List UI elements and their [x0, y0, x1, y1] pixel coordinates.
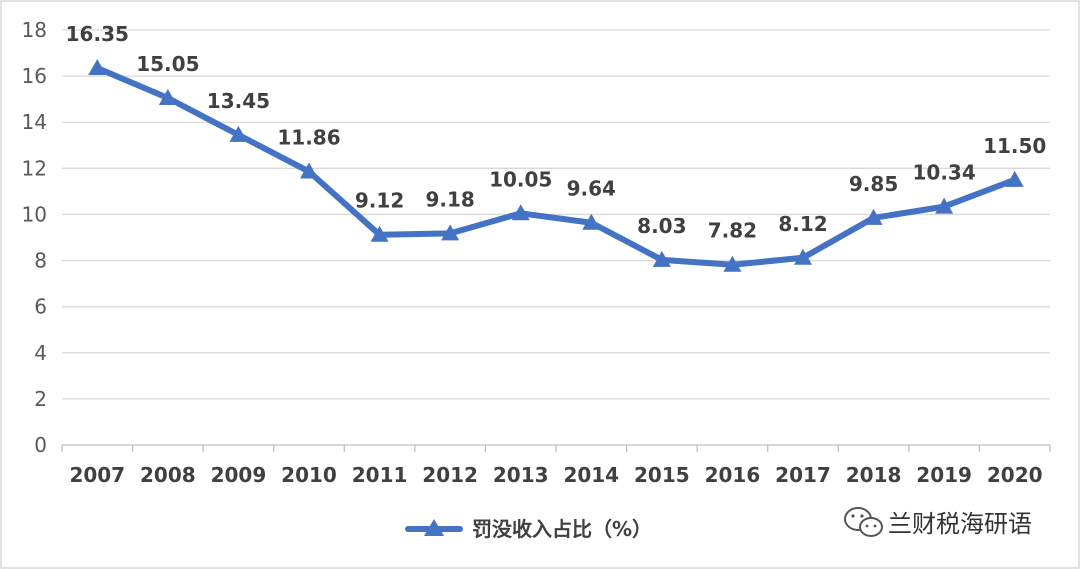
data-label: 8.12: [778, 212, 827, 236]
y-tick-label: 12: [22, 156, 47, 180]
y-axis-ticks: 0 2 4 6 8 10 12 14 16 18: [22, 18, 47, 457]
legend: 罚没收入占比（%）: [405, 517, 652, 541]
data-point-marker: [1005, 170, 1024, 187]
data-label: 13.45: [207, 89, 270, 113]
data-label: 10.34: [913, 161, 976, 185]
x-tick-label: 2010: [281, 463, 337, 487]
y-tick-label: 2: [34, 387, 47, 411]
watermark: 兰财税海研语: [844, 507, 1032, 538]
data-label: 15.05: [136, 52, 199, 76]
data-point-marker: [794, 248, 812, 265]
data-point-marker: [864, 208, 883, 225]
data-label: 7.82: [708, 219, 757, 243]
data-label: 9.85: [849, 172, 898, 196]
y-tick-label: 18: [22, 18, 47, 42]
x-tick-label: 2012: [422, 463, 478, 487]
x-tick-label: 2017: [775, 463, 831, 487]
data-label: 11.50: [983, 134, 1046, 158]
data-point-marker: [441, 224, 460, 241]
data-point-marker: [370, 225, 389, 242]
data-point-marker: [300, 162, 318, 179]
data-point-marker: [582, 213, 601, 230]
y-tick-label: 0: [34, 433, 47, 457]
data-point-marker: [935, 197, 954, 214]
series-group: [88, 59, 1024, 272]
data-point-marker: [511, 204, 530, 221]
data-label: 8.03: [637, 214, 686, 238]
y-tick-label: 14: [22, 110, 47, 134]
data-label: 9.12: [355, 189, 404, 213]
data-point-marker: [88, 59, 107, 76]
data-label: 11.86: [277, 126, 340, 150]
data-label: 16.35: [66, 22, 129, 46]
data-labels: 16.35 15.05 13.45 11.86 9.12 9.18 10.05 9.64 8.0…: [66, 22, 1047, 243]
y-tick-label: 8: [34, 249, 47, 273]
x-tick-label: 2007: [69, 463, 125, 487]
x-tick-label: 2014: [563, 463, 619, 487]
legend-label: 罚没收入占比（%）: [472, 517, 652, 541]
y-tick-label: 10: [22, 202, 47, 226]
series-line: [94, 65, 1018, 268]
watermark-text: 兰财税海研语: [888, 510, 1032, 538]
y-tick-label: 4: [34, 341, 47, 365]
x-axis: 2007 2008 2009 2010 2011 2012 2013 2014 2015 2016…: [61, 444, 1051, 487]
data-label: 9.64: [567, 177, 616, 201]
data-point-marker: [723, 255, 742, 272]
data-point-marker: [229, 125, 248, 142]
data-label: 9.18: [425, 187, 474, 211]
wechat-icon: [844, 507, 883, 537]
legend-marker: [424, 519, 444, 536]
data-point-marker: [652, 250, 671, 267]
x-tick-label: 2013: [493, 463, 549, 487]
y-tick-label: 6: [34, 295, 47, 319]
data-point-marker: [158, 89, 177, 106]
y-tick-label: 16: [22, 64, 47, 88]
x-tick-label: 2020: [987, 463, 1043, 487]
x-tick-label: 2018: [846, 463, 902, 487]
x-tick-label: 2016: [705, 463, 761, 487]
data-label: 10.05: [489, 167, 552, 191]
x-tick-label: 2009: [211, 463, 267, 487]
x-tick-label: 2019: [916, 463, 972, 487]
x-tick-label: 2015: [634, 463, 690, 487]
x-tick-label: 2008: [140, 463, 196, 487]
x-tick-label: 2011: [352, 463, 408, 487]
